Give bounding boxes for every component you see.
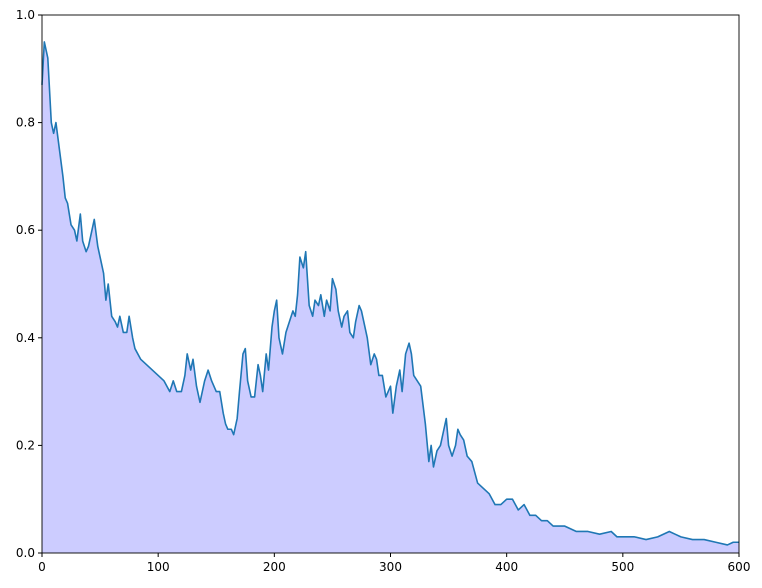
y-tick-label: 0.4	[16, 331, 35, 345]
x-tick-label: 400	[495, 560, 518, 574]
area-fill	[42, 41, 739, 554]
y-tick-label: 0.8	[16, 116, 35, 130]
line	[41, 41, 739, 546]
y-tick-label: 0.2	[16, 438, 35, 452]
y-tick-label: 0.6	[16, 223, 35, 237]
x-tick-label: 600	[728, 560, 751, 574]
x-tick-label: 0	[38, 560, 46, 574]
y-tick-label: 0.0	[16, 546, 35, 560]
x-tick-label: 100	[147, 560, 170, 574]
x-tick-label: 200	[263, 560, 286, 574]
x-tick-label: 500	[611, 560, 634, 574]
y-tick-label: 1.0	[16, 8, 35, 22]
x-tick-label: 300	[379, 560, 402, 574]
